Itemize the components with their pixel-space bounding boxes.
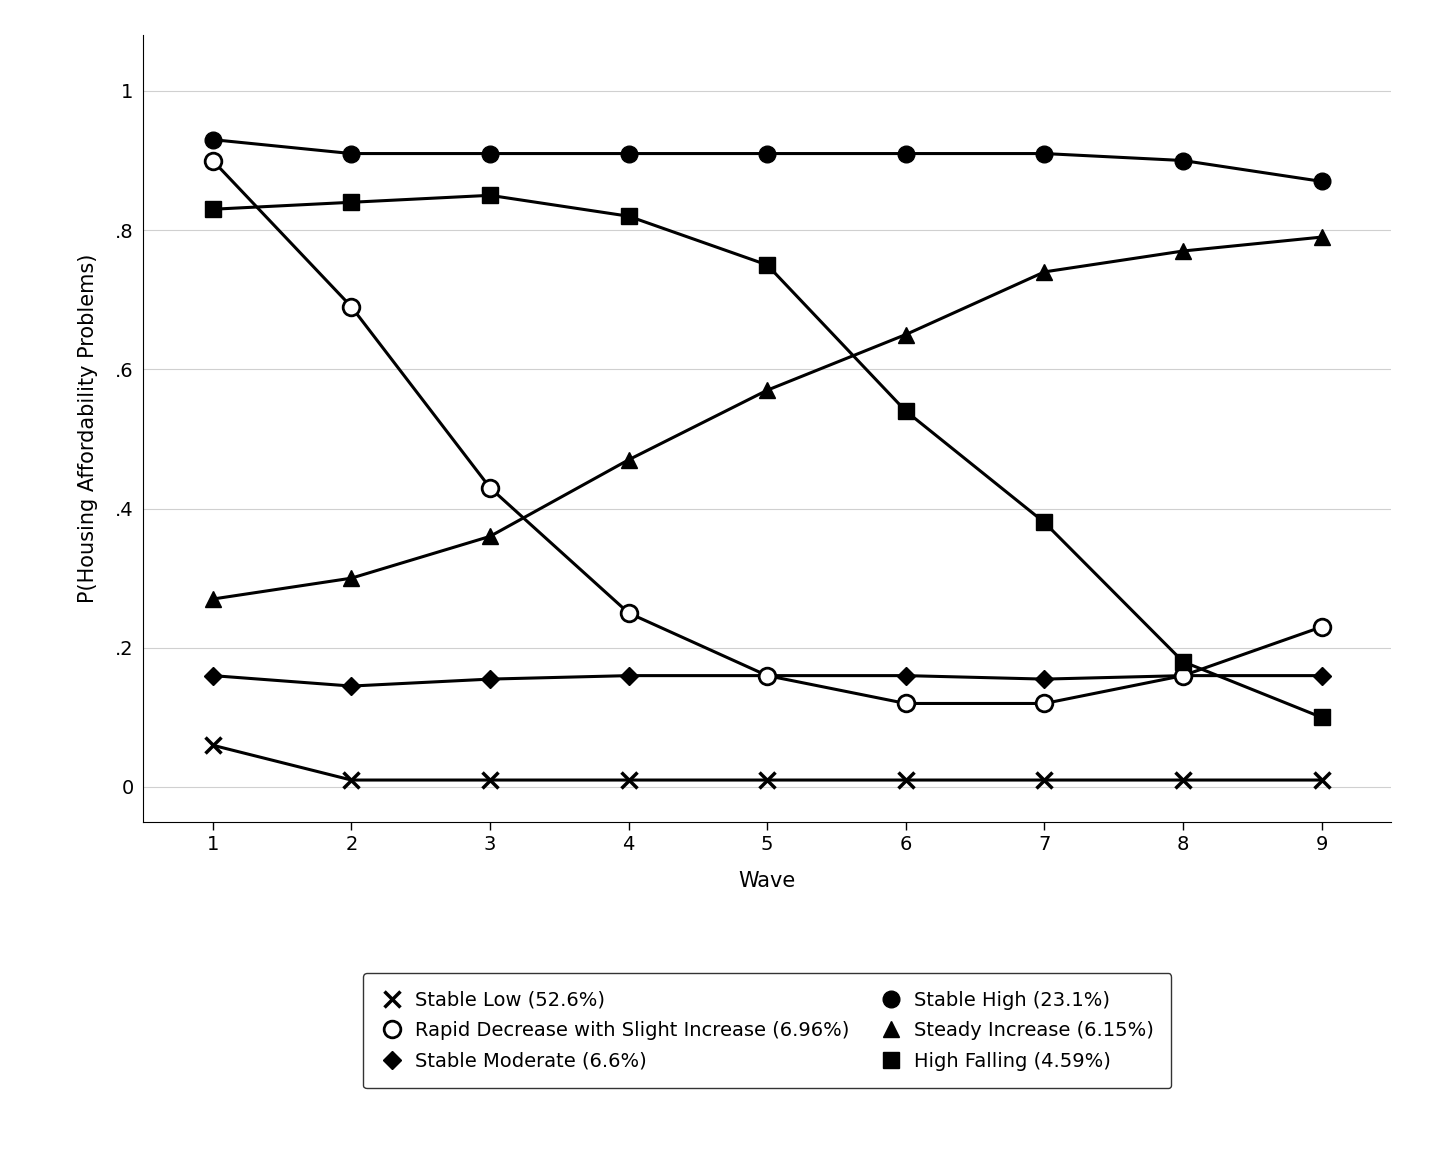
Y-axis label: P(Housing Affordability Problems): P(Housing Affordability Problems) — [79, 254, 99, 603]
Legend: Stable Low (52.6%), Rapid Decrease with Slight Increase (6.96%), Stable Moderate: Stable Low (52.6%), Rapid Decrease with … — [363, 973, 1172, 1088]
X-axis label: Wave: Wave — [739, 871, 796, 891]
